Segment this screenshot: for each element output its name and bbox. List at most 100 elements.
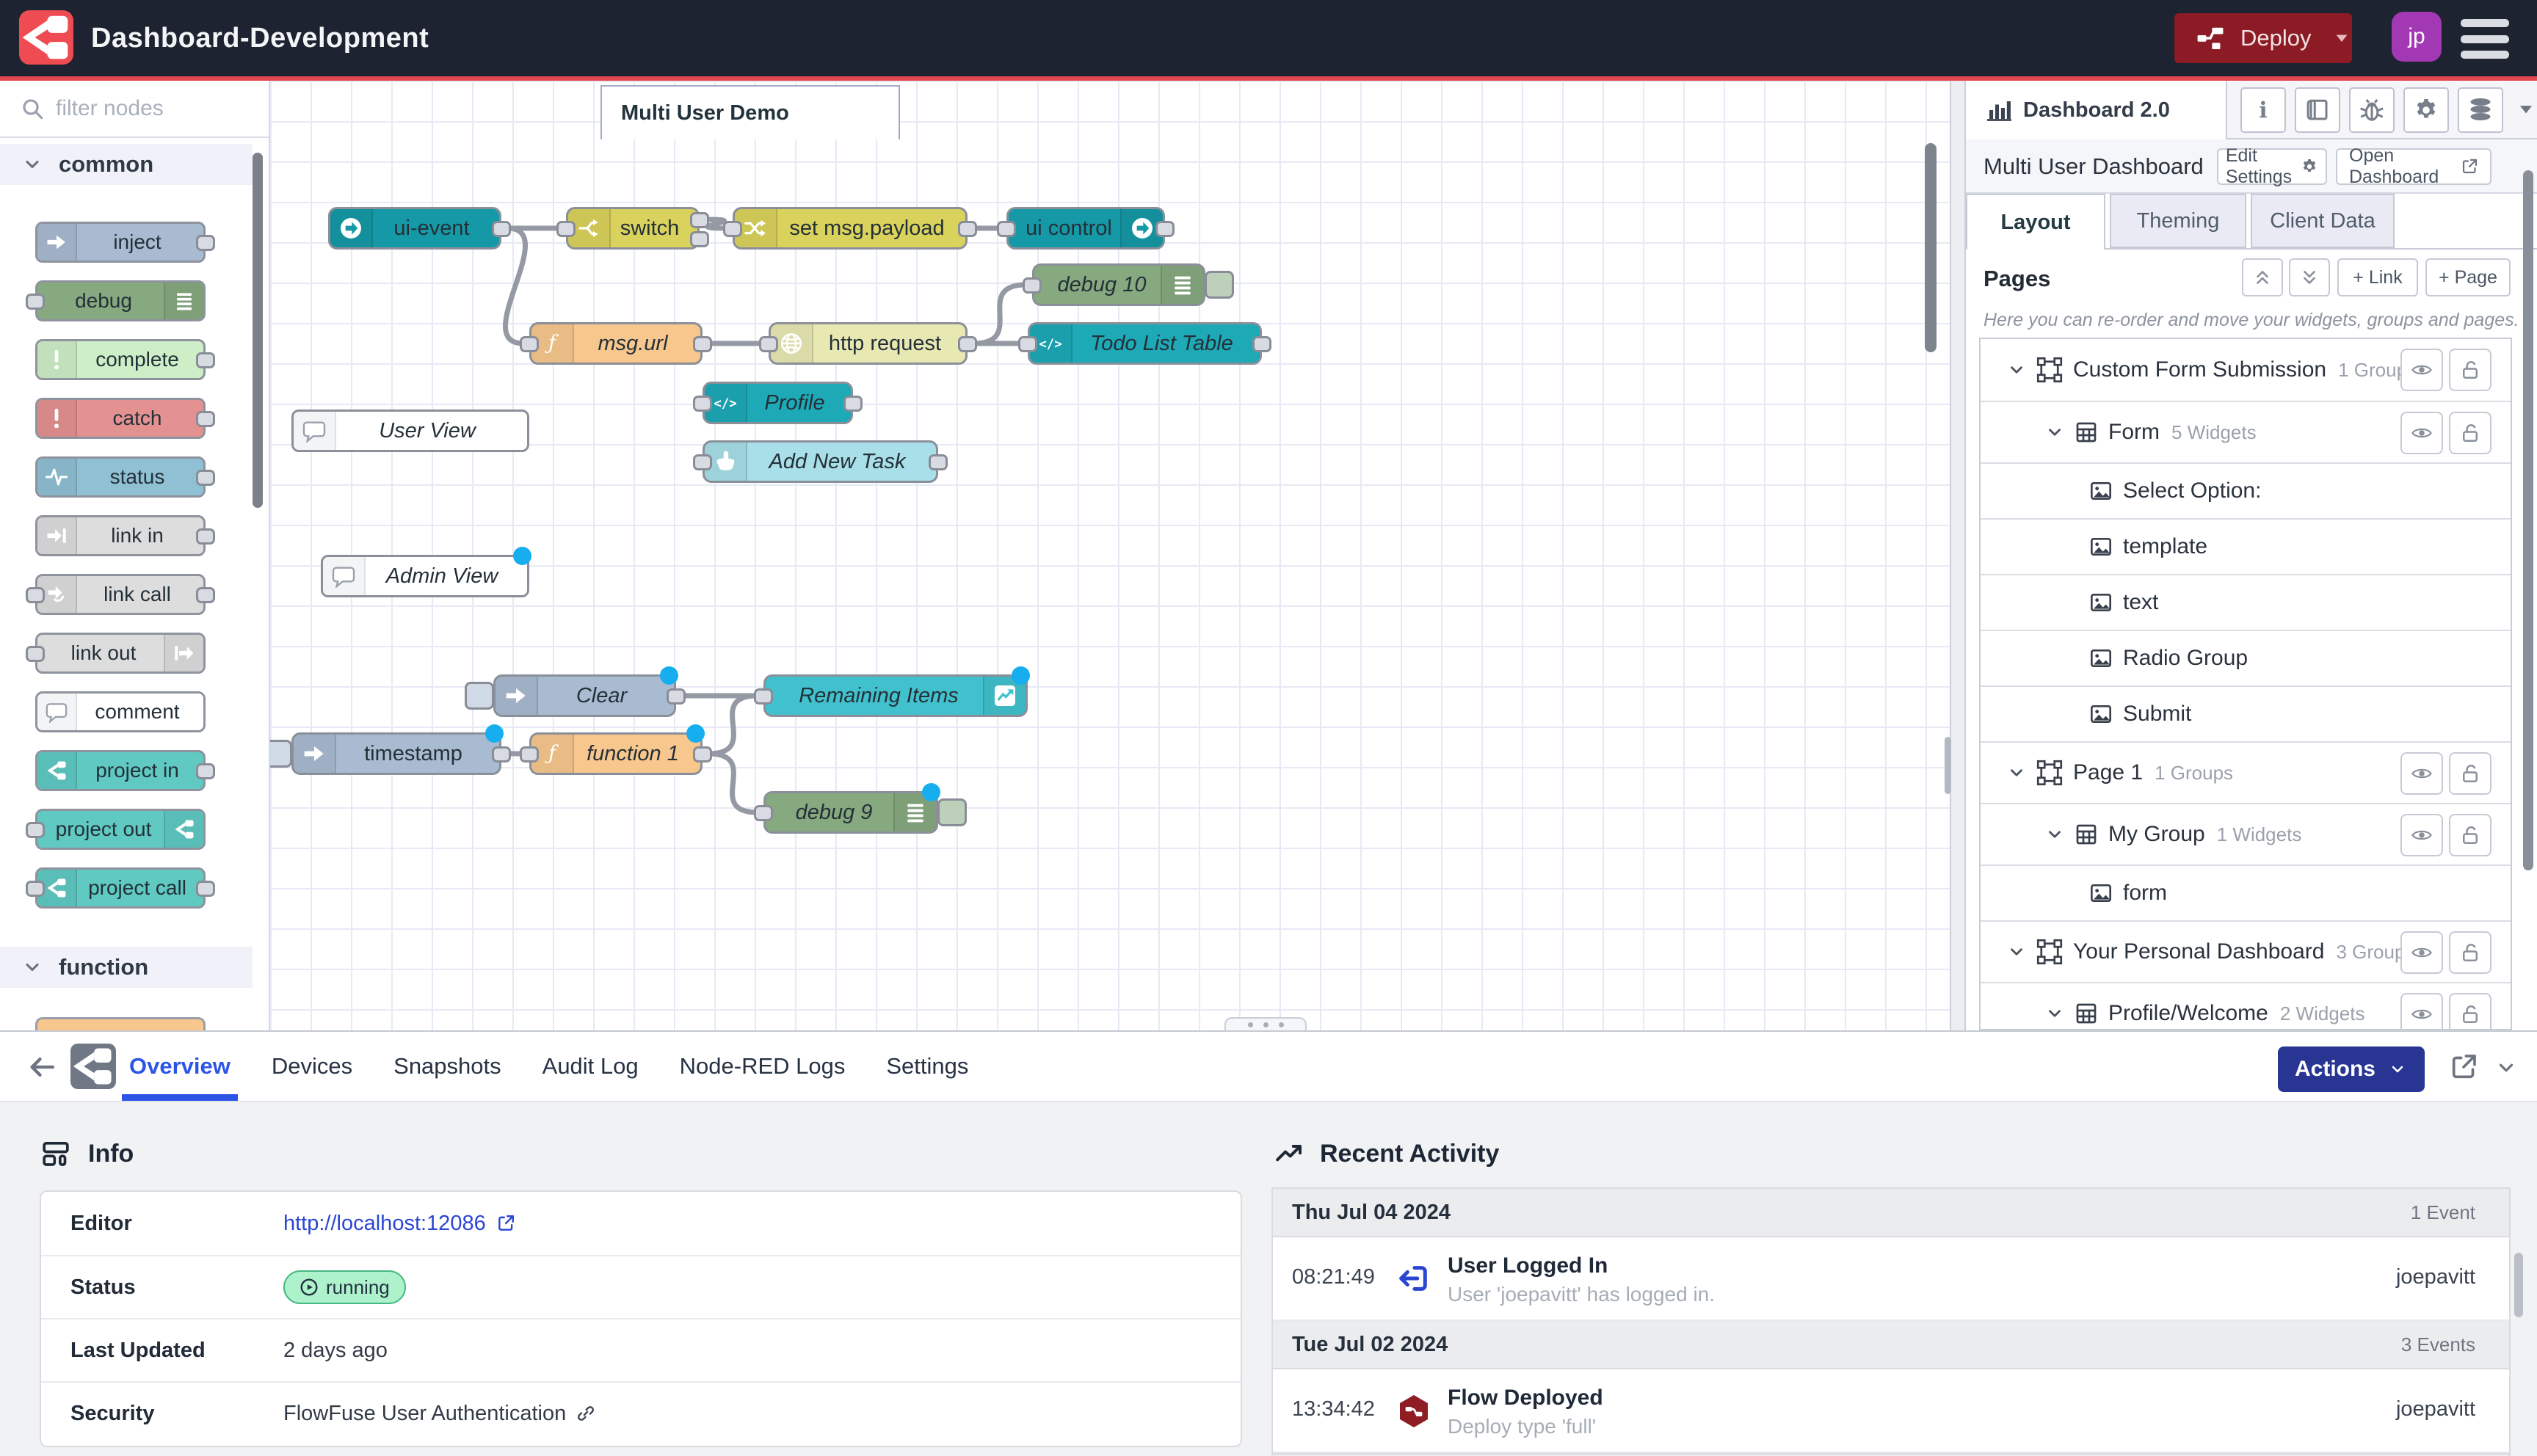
input-port[interactable] <box>693 396 712 412</box>
palette-node-debug[interactable]: debug <box>26 280 206 321</box>
edit-settings-button[interactable]: Edit Settings <box>2217 145 2327 187</box>
sidebar-tab-client-data[interactable]: Client Data <box>2251 194 2395 248</box>
input-port[interactable] <box>1018 336 1037 352</box>
sidebar-tool-db[interactable] <box>2458 87 2503 133</box>
debug-toggle-button[interactable] <box>937 798 967 826</box>
back-button[interactable] <box>26 1052 57 1082</box>
output-port[interactable] <box>958 336 977 352</box>
visibility-toggle-button[interactable] <box>2400 349 2443 391</box>
output-port[interactable] <box>492 221 511 237</box>
palette-section-common[interactable]: common <box>0 144 253 185</box>
output-port[interactable] <box>196 352 215 368</box>
output-port[interactable] <box>196 587 215 603</box>
input-port[interactable] <box>556 221 576 237</box>
panel-drag-handle[interactable] <box>1224 1017 1307 1030</box>
flow-node-adminview[interactable]: Admin View <box>321 547 531 597</box>
wire[interactable] <box>503 225 528 346</box>
flow-node-debug10[interactable]: debug 10 <box>1023 263 1234 306</box>
sidebar-scrollbar[interactable] <box>2523 170 2533 870</box>
output-port[interactable] <box>196 470 215 486</box>
flow-node-debug9[interactable]: debug 9 <box>754 783 967 834</box>
tree-row-widget[interactable]: Radio Group <box>1981 630 2511 685</box>
tree-row-group[interactable]: Form 5 Widgets <box>1981 401 2511 462</box>
move-down-button[interactable] <box>2289 258 2330 296</box>
palette-node-comment[interactable]: comment <box>35 691 206 732</box>
visibility-toggle-button[interactable] <box>2400 412 2443 454</box>
input-port[interactable] <box>693 454 712 470</box>
tree-row-page[interactable]: Your Personal Dashboard 3 Groups <box>1981 920 2511 982</box>
palette-node-catch[interactable]: catch <box>35 398 215 439</box>
palette-node-project-in[interactable]: project in <box>35 750 215 791</box>
input-port[interactable] <box>26 822 45 838</box>
tree-row-page[interactable]: Page 1 1 Groups <box>1981 741 2511 803</box>
palette-node-status[interactable]: status <box>35 456 215 498</box>
flow-node-userview[interactable]: User View <box>291 410 529 452</box>
instance-tab-audit-log[interactable]: Audit Log <box>542 1032 639 1101</box>
wire[interactable] <box>705 751 761 815</box>
tree-row-widget[interactable]: text <box>1981 574 2511 630</box>
flow-node-addtask[interactable]: Add New Task <box>693 440 948 483</box>
chevron-down-icon[interactable] <box>2331 29 2353 47</box>
canvas-vertical-scrollbar[interactable] <box>1925 143 1937 352</box>
sidebar-tool-gear[interactable] <box>2403 87 2449 133</box>
output-port[interactable] <box>693 746 712 762</box>
flow-node-uicontrol[interactable]: ui control <box>997 207 1175 250</box>
instance-tab-overview[interactable]: Overview <box>122 1032 238 1101</box>
palette-node-project-out[interactable]: project out <box>26 809 206 850</box>
palette-node-link-in[interactable]: link in <box>35 515 215 556</box>
instance-tab-devices[interactable]: Devices <box>272 1032 352 1101</box>
separator-scroll-thumb[interactable] <box>1945 737 1951 794</box>
output-port-1[interactable] <box>690 212 709 228</box>
flow-node-msgurl[interactable]: ƒ msg.url <box>520 322 712 365</box>
output-port[interactable] <box>958 221 977 237</box>
input-port[interactable] <box>26 881 45 897</box>
tree-row-group[interactable]: My Group 1 Widgets <box>1981 803 2511 864</box>
instance-tab-node-red-logs[interactable]: Node-RED Logs <box>680 1032 846 1101</box>
activity-event[interactable]: 08:21:49 User Logged In User 'joepavitt'… <box>1273 1237 2509 1321</box>
wire[interactable] <box>703 216 730 231</box>
input-port[interactable] <box>754 805 773 821</box>
sidebar-tool-bug[interactable] <box>2349 87 2395 133</box>
flow-node-clear[interactable]: Clear <box>465 666 686 717</box>
flow-node-todo[interactable]: </> Todo List Table <box>1018 322 1271 365</box>
output-port-2[interactable] <box>690 231 709 247</box>
output-port[interactable] <box>843 396 863 412</box>
flow-node-change[interactable]: set msg.payload <box>723 207 977 250</box>
flow-tab-multi-user-demo[interactable]: Multi User Demo <box>600 85 900 139</box>
activity-scrollbar[interactable] <box>2514 1253 2523 1317</box>
open-editor-icon[interactable] <box>2449 1052 2478 1082</box>
visibility-toggle-button[interactable] <box>2400 993 2443 1029</box>
avatar[interactable]: jp <box>2392 12 2442 62</box>
palette-scrollbar[interactable] <box>253 153 263 508</box>
tree-row-widget[interactable]: form <box>1981 864 2511 920</box>
visibility-toggle-button[interactable] <box>2400 931 2443 974</box>
lock-toggle-button[interactable] <box>2449 412 2491 454</box>
flow-node-ui-event[interactable]: ui-event <box>328 207 511 250</box>
tree-row-widget[interactable]: template <box>1981 518 2511 574</box>
search-input[interactable] <box>54 95 233 122</box>
add-page-button[interactable]: + Page <box>2425 258 2511 296</box>
input-port[interactable] <box>26 646 45 662</box>
output-port[interactable] <box>196 411 215 427</box>
palette-node-complete[interactable]: complete <box>35 339 215 380</box>
tree-row-widget[interactable]: Submit <box>1981 685 2511 741</box>
palette-node-link-out[interactable]: link out <box>26 633 206 674</box>
output-port[interactable] <box>1252 336 1271 352</box>
output-port[interactable] <box>196 235 215 251</box>
sidebar-tab-layout[interactable]: Layout <box>1966 194 2105 250</box>
tree-row-page[interactable]: Custom Form Submission 1 Groups <box>1981 339 2511 401</box>
sidebar-tool-info[interactable]: i <box>2240 87 2286 133</box>
lock-toggle-button[interactable] <box>2449 349 2491 391</box>
inject-button[interactable] <box>465 682 494 710</box>
palette-node-link-call[interactable]: link call <box>26 574 215 615</box>
output-port[interactable] <box>196 881 215 897</box>
input-port[interactable] <box>26 294 45 310</box>
input-port[interactable] <box>759 336 778 352</box>
flowfuse-logo-icon[interactable] <box>19 10 73 65</box>
input-port[interactable] <box>26 587 45 603</box>
sidebar-tool-book[interactable] <box>2295 87 2340 133</box>
flow-node-timestamp[interactable]: timestamp <box>270 724 511 775</box>
sidebar-resize-handle[interactable] <box>1950 81 1966 1030</box>
instance-tab-settings[interactable]: Settings <box>886 1032 968 1101</box>
output-port[interactable] <box>492 746 511 762</box>
